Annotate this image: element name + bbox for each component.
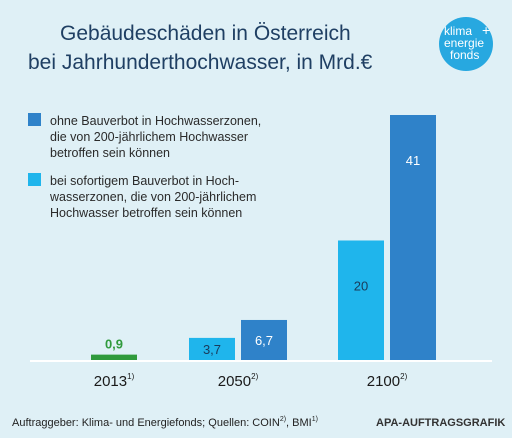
legend-swatch-sofortiges-bauverbot bbox=[28, 173, 41, 186]
bar-2013-series-2 bbox=[91, 354, 137, 360]
bar-2100-series-0 bbox=[338, 240, 384, 360]
legend-swatch-ohne-bauverbot bbox=[28, 113, 41, 126]
category-label-2100: 21002) bbox=[367, 372, 408, 390]
klimafonds-logo: klima energie fonds + bbox=[439, 17, 493, 71]
category-label-2050: 20502) bbox=[218, 372, 259, 390]
bar-value-label-2050-series-1: 6,7 bbox=[255, 333, 273, 348]
bar-value-label-2100-series-0: 20 bbox=[354, 278, 368, 293]
legend-sofort-line-2: wasserzonen, die von 200-jährlichem bbox=[49, 190, 256, 204]
footer-credit: APA-AUFTRAGSGRAFIK bbox=[376, 417, 505, 429]
chart-title-line-1: Gebäudeschäden in Österreich bbox=[60, 22, 351, 45]
legend: ohne Bauverbot in Hochwasserzonen, die v… bbox=[28, 113, 261, 220]
logo-text-line-2: energie bbox=[444, 36, 484, 50]
category-label-2013: 20131) bbox=[94, 372, 135, 390]
bar-value-label-2050-series-0: 3,7 bbox=[203, 342, 221, 357]
logo-text-line-3: fonds bbox=[450, 48, 479, 62]
legend-ohne-line-2: die von 200-jährlichem Hochwasser bbox=[50, 130, 248, 144]
legend-ohne-line-1: ohne Bauverbot in Hochwasserzonen, bbox=[50, 114, 261, 128]
logo-text-line-1: klima bbox=[444, 24, 472, 38]
bar-2050-series-1 bbox=[241, 319, 287, 360]
logo-circle bbox=[439, 17, 493, 71]
footer-source: Auftraggeber: Klima- und Energiefonds; Q… bbox=[12, 416, 318, 429]
legend-sofort-line-1: bei sofortigem Bauverbot in Hoch- bbox=[50, 174, 239, 188]
chart-title-line-2: bei Jahrhunderthochwasser, in Mrd.€ bbox=[28, 51, 373, 74]
bars: 0,9 3,7 6,7 20 41 bbox=[91, 115, 436, 360]
logo-plus: + bbox=[482, 22, 490, 38]
bar-2100-series-1 bbox=[390, 115, 436, 360]
bar-value-label-2013-series-2: 0,9 bbox=[105, 337, 123, 352]
legend-sofort-line-3: Hochwasser betroffen sein können bbox=[50, 206, 242, 220]
bar-2050-series-0 bbox=[189, 337, 235, 360]
bar-value-label-2100-series-1: 41 bbox=[406, 153, 420, 168]
legend-ohne-line-3: betroffen sein können bbox=[50, 146, 170, 160]
category-labels: 20131) 20502) 21002) bbox=[94, 372, 408, 390]
